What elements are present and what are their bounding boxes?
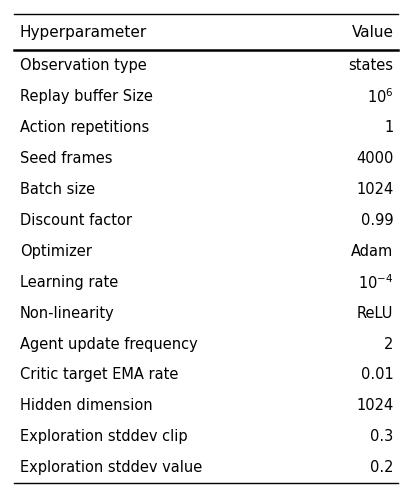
Text: Discount factor: Discount factor — [20, 213, 132, 228]
Text: 0.3: 0.3 — [370, 429, 393, 444]
Text: Non-linearity: Non-linearity — [20, 306, 115, 321]
Text: Adam: Adam — [351, 244, 393, 259]
Text: Agent update frequency: Agent update frequency — [20, 337, 197, 351]
Text: ReLU: ReLU — [357, 306, 393, 321]
Text: 0.99: 0.99 — [361, 213, 393, 228]
Text: Learning rate: Learning rate — [20, 275, 118, 290]
Text: 2: 2 — [384, 337, 393, 351]
Text: Exploration stddev value: Exploration stddev value — [20, 460, 202, 475]
Text: Replay buffer Size: Replay buffer Size — [20, 89, 153, 104]
Text: Action repetitions: Action repetitions — [20, 120, 149, 135]
Text: Value: Value — [351, 25, 393, 39]
Text: Hidden dimension: Hidden dimension — [20, 399, 152, 413]
Text: 1: 1 — [384, 120, 393, 135]
Text: Seed frames: Seed frames — [20, 151, 112, 166]
Text: states: states — [349, 58, 393, 73]
Text: 1024: 1024 — [356, 399, 393, 413]
Text: $10^{-4}$: $10^{-4}$ — [358, 273, 393, 292]
Text: Hyperparameter: Hyperparameter — [20, 25, 147, 39]
Text: 4000: 4000 — [356, 151, 393, 166]
Text: Observation type: Observation type — [20, 58, 147, 73]
Text: Critic target EMA rate: Critic target EMA rate — [20, 368, 178, 382]
Text: 0.01: 0.01 — [361, 368, 393, 382]
Text: Exploration stddev clip: Exploration stddev clip — [20, 429, 187, 444]
Text: 1024: 1024 — [356, 182, 393, 197]
Text: Batch size: Batch size — [20, 182, 95, 197]
Text: 0.2: 0.2 — [370, 460, 393, 475]
Text: $10^6$: $10^6$ — [367, 87, 393, 106]
Text: Optimizer: Optimizer — [20, 244, 91, 259]
